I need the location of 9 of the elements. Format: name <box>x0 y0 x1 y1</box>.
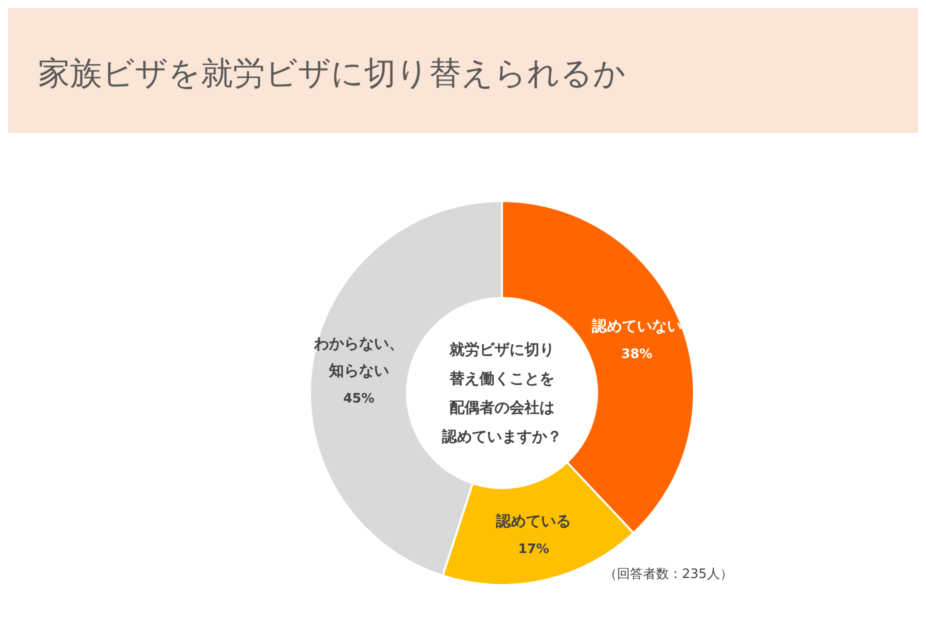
text: 就労ビザに切り替え働くことを配偶者の会社は認めていますか？ <box>441 340 562 446</box>
slice-label: 認めている <box>495 512 572 530</box>
text: （回答者数：235人） <box>604 567 733 582</box>
slice-label: わからない、知らない <box>312 334 404 380</box>
chart-title: 家族ビザを就労ビザに切り替えられるか <box>38 54 626 92</box>
data-label: 17% <box>518 542 550 558</box>
data-label: 38% <box>621 347 652 362</box>
data-label: 45% <box>343 391 374 406</box>
slice-label: 認めていない <box>590 317 682 336</box>
